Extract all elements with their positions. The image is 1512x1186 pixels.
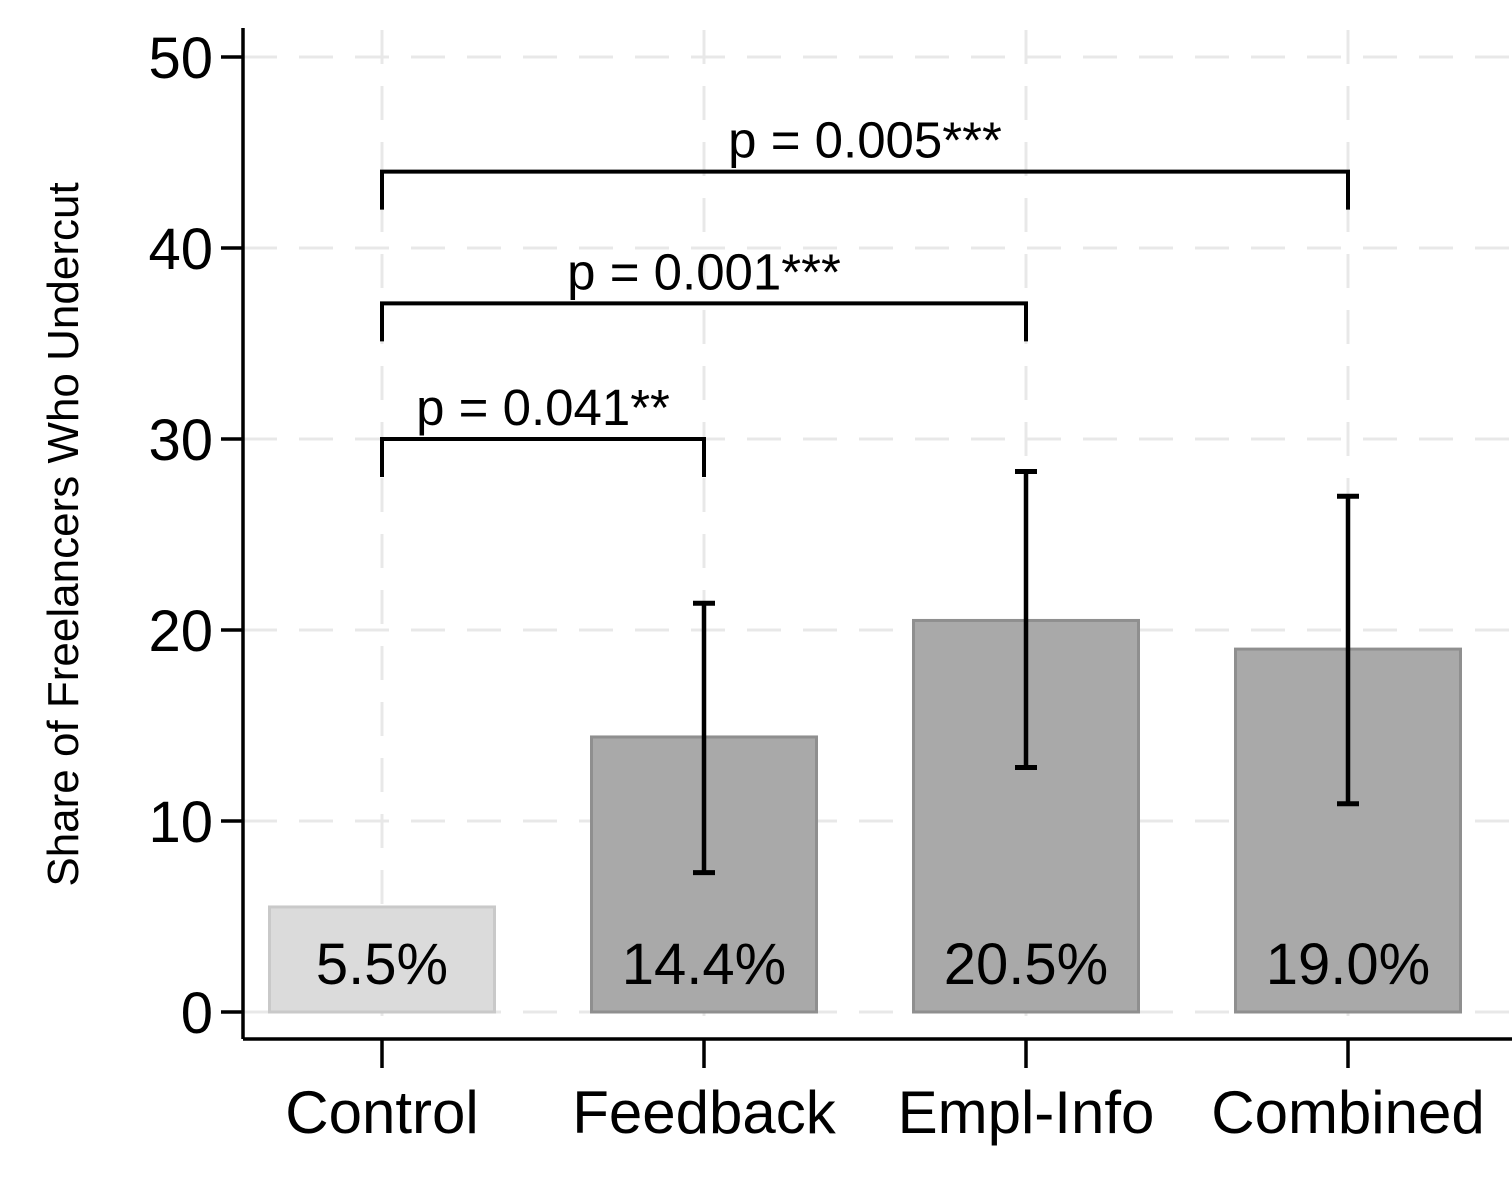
significance-bracket (380, 437, 706, 477)
p-value-label: p = 0.001*** (567, 243, 841, 300)
y-axis-title: Share of Freelancers Who Undercut (39, 182, 88, 886)
p-value-label: p = 0.041** (416, 379, 670, 436)
y-tick-label: 20 (148, 599, 213, 664)
y-tick-label: 0 (181, 981, 213, 1046)
y-tick-label: 30 (148, 408, 213, 473)
bar-value-label: 19.0% (1266, 932, 1430, 997)
y-tick-label: 40 (148, 217, 213, 282)
p-value-label: p = 0.005*** (728, 112, 1002, 169)
x-category-label-combined: Combined (1211, 1079, 1485, 1146)
bar-value-label: 14.4% (622, 932, 786, 997)
bar-control (268, 905, 496, 1014)
bar-value-label: 5.5% (316, 932, 448, 997)
significance-bracket (380, 301, 1028, 342)
y-tick-label: 10 (148, 790, 213, 855)
y-tick-label: 50 (148, 26, 213, 91)
x-category-label-feedback: Feedback (572, 1079, 836, 1146)
significance-bracket (380, 169, 1350, 210)
bar-value-label: 20.5% (944, 932, 1108, 997)
x-category-label-empl-info: Empl-Info (898, 1079, 1155, 1146)
x-category-label-control: Control (285, 1079, 478, 1146)
